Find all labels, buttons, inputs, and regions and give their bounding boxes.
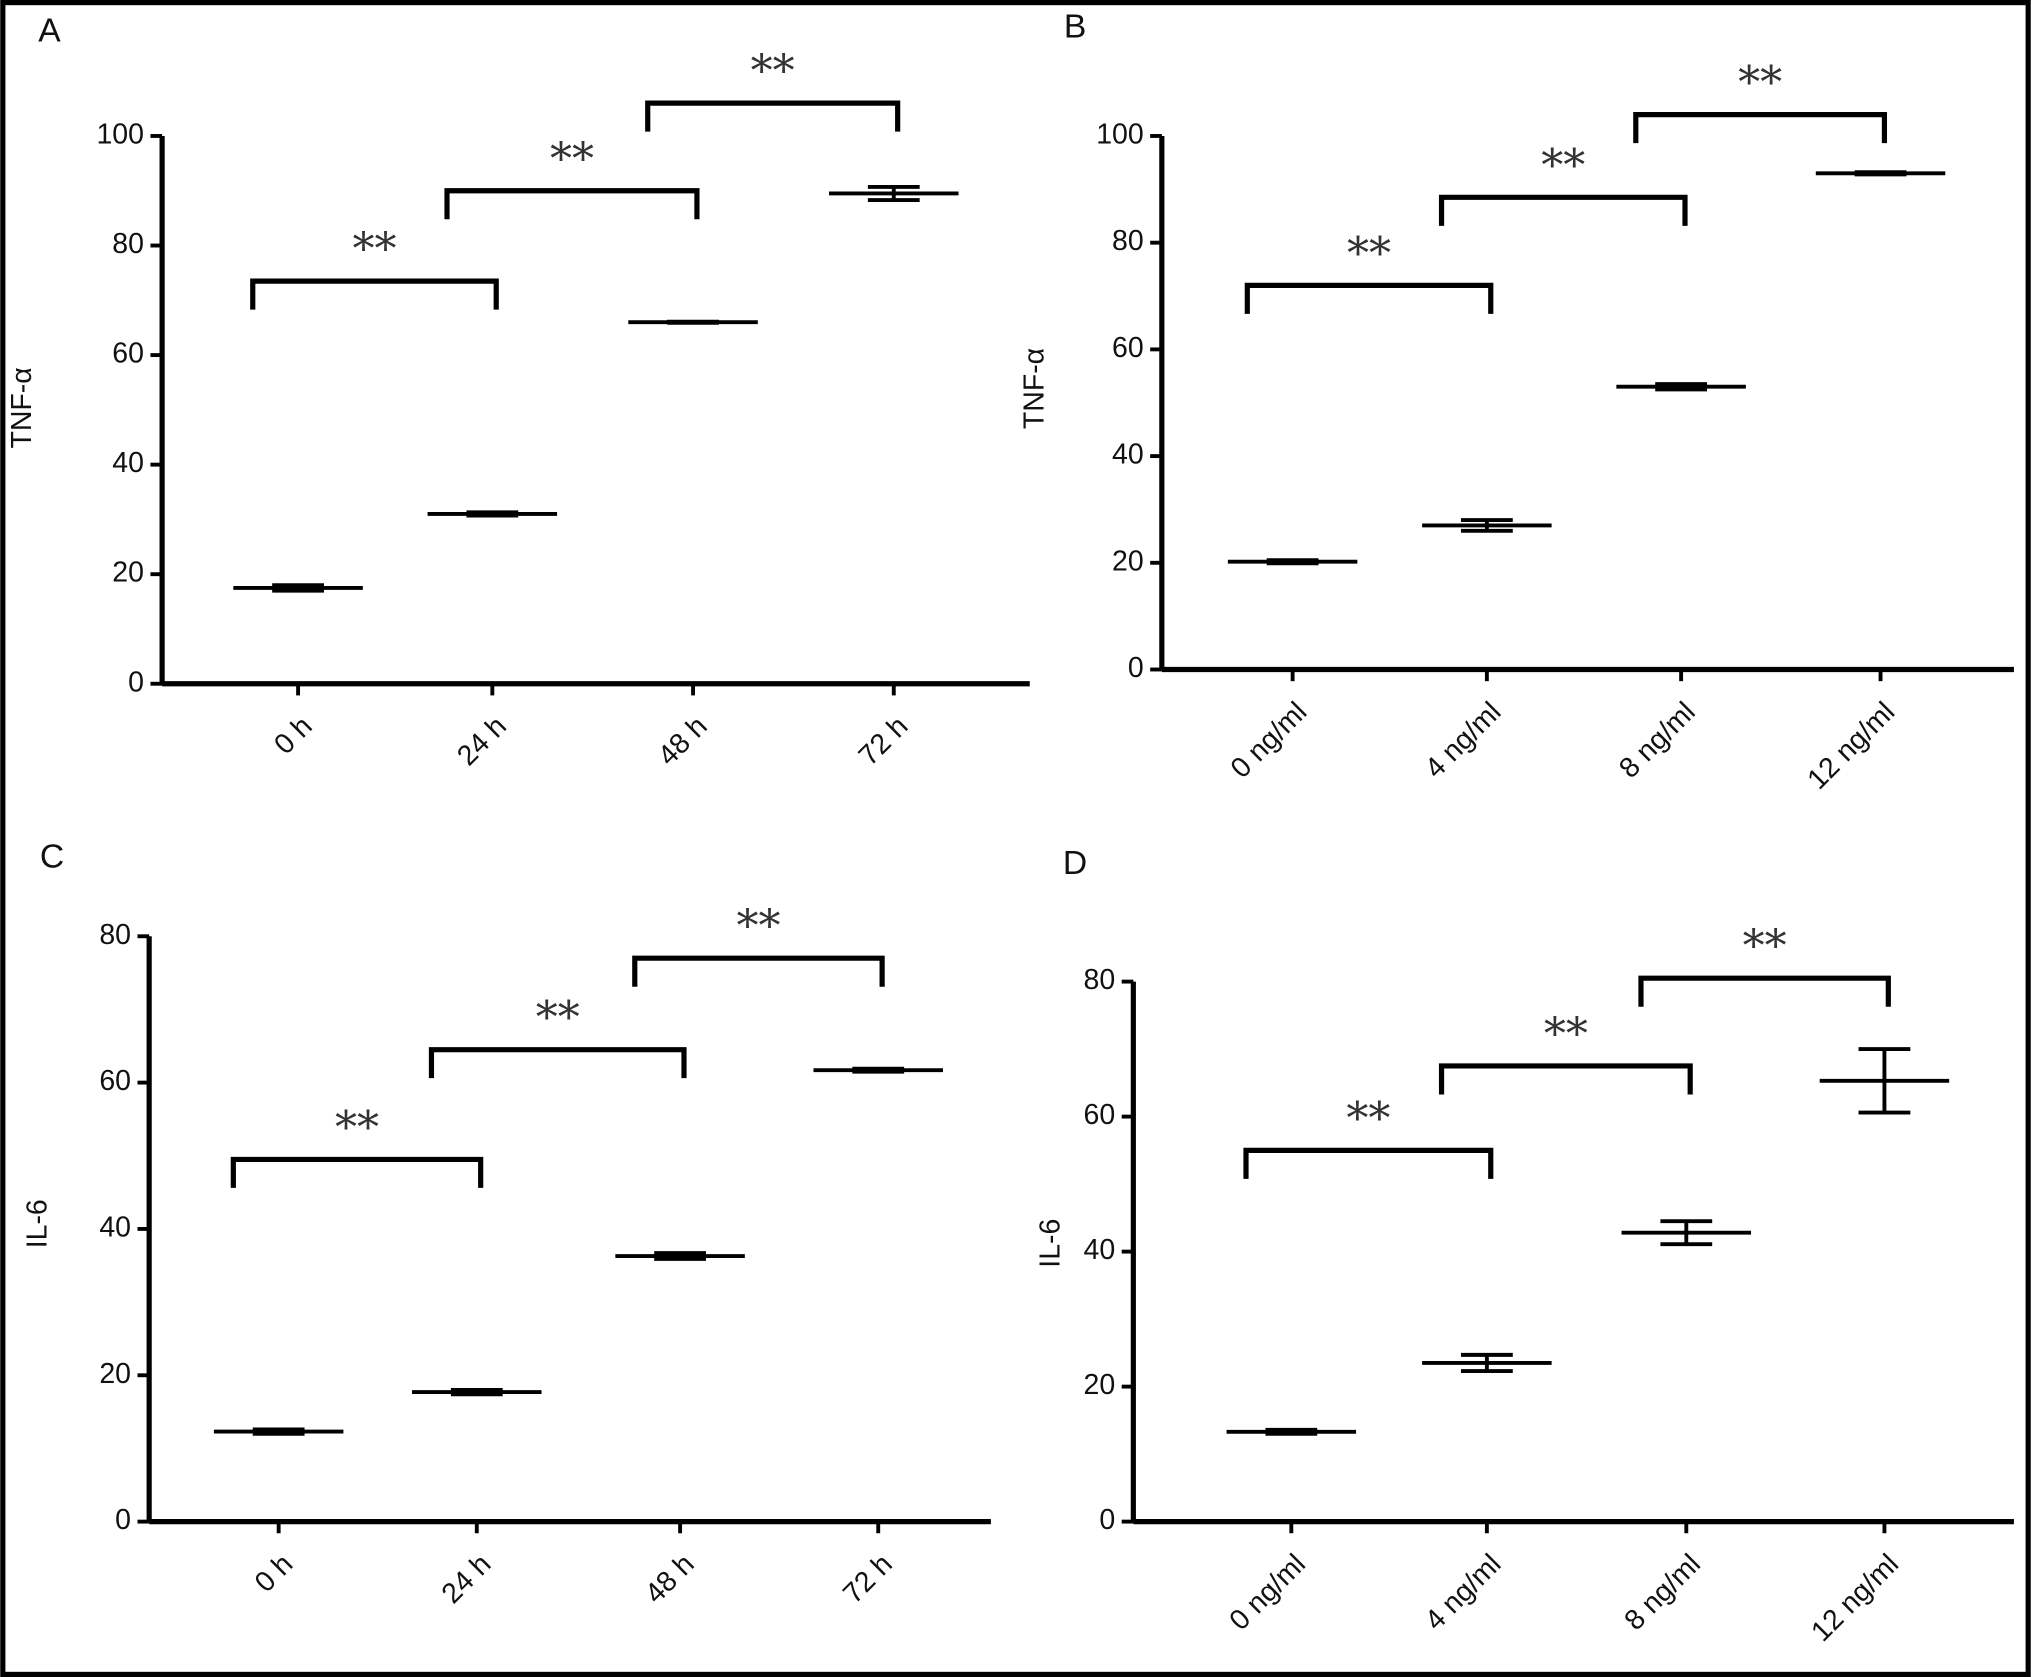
significance-bracket bbox=[1244, 282, 1494, 314]
significance-bracket bbox=[1438, 1063, 1693, 1095]
y-tick-label: 40 bbox=[1084, 1234, 1116, 1266]
significance-stars: ** bbox=[736, 901, 780, 952]
panel-label: B bbox=[1064, 8, 1086, 45]
y-tick-label: 40 bbox=[99, 1211, 131, 1243]
significance-bracket bbox=[444, 188, 700, 220]
y-tick-label: 20 bbox=[99, 1358, 131, 1390]
y-tick-label: 100 bbox=[1096, 118, 1144, 150]
y-tick-label: 80 bbox=[1112, 225, 1144, 257]
significance-bracket bbox=[645, 100, 901, 132]
y-tick-label: 0 bbox=[1128, 652, 1144, 684]
y-axis-label: TNF-α bbox=[1019, 348, 1051, 429]
significance-stars: ** bbox=[352, 224, 396, 275]
y-tick-label: 40 bbox=[112, 447, 144, 479]
y-tick-label: 60 bbox=[99, 1065, 131, 1097]
y-axis-label: TNF-α bbox=[6, 367, 38, 448]
y-tick-label: 20 bbox=[1112, 545, 1144, 577]
significance-stars: ** bbox=[1541, 140, 1585, 191]
panel-label: C bbox=[40, 838, 64, 875]
y-tick-label: 0 bbox=[128, 666, 144, 698]
y-tick-label: 60 bbox=[1084, 1099, 1116, 1131]
significance-stars: ** bbox=[751, 46, 795, 97]
y-tick-label: 20 bbox=[1084, 1369, 1116, 1401]
significance-stars: ** bbox=[1738, 58, 1782, 109]
significance-bracket bbox=[1633, 112, 1888, 144]
y-axis-label: IL-6 bbox=[22, 1199, 54, 1248]
y-tick-label: 60 bbox=[112, 338, 144, 370]
y-tick-label: 40 bbox=[1112, 439, 1144, 471]
y-axis-label: IL-6 bbox=[1034, 1219, 1066, 1268]
significance-bracket bbox=[1438, 194, 1688, 226]
significance-stars: ** bbox=[335, 1102, 379, 1153]
significance-bracket bbox=[230, 1156, 484, 1188]
significance-stars: ** bbox=[1347, 228, 1391, 279]
y-tick-label: 80 bbox=[112, 228, 144, 260]
significance-bracket bbox=[250, 278, 499, 310]
y-tick-label: 80 bbox=[99, 919, 131, 951]
significance-bracket bbox=[428, 1047, 687, 1079]
significance-stars: ** bbox=[536, 993, 580, 1044]
y-tick-label: 60 bbox=[1112, 332, 1144, 364]
significance-bracket bbox=[1243, 1147, 1494, 1179]
significance-stars: ** bbox=[1544, 1009, 1588, 1060]
significance-stars: ** bbox=[550, 134, 594, 185]
y-tick-label: 100 bbox=[96, 118, 143, 150]
y-tick-label: 0 bbox=[115, 1504, 131, 1536]
y-tick-label: 0 bbox=[1099, 1504, 1115, 1536]
panel-label: D bbox=[1063, 845, 1087, 882]
y-tick-label: 80 bbox=[1084, 964, 1116, 996]
significance-stars: ** bbox=[1346, 1093, 1390, 1144]
y-tick-label: 20 bbox=[112, 557, 144, 589]
significance-bracket bbox=[632, 955, 885, 987]
significance-bracket bbox=[1638, 975, 1891, 1007]
panel-label: A bbox=[38, 12, 61, 49]
significance-stars: ** bbox=[1743, 921, 1787, 972]
